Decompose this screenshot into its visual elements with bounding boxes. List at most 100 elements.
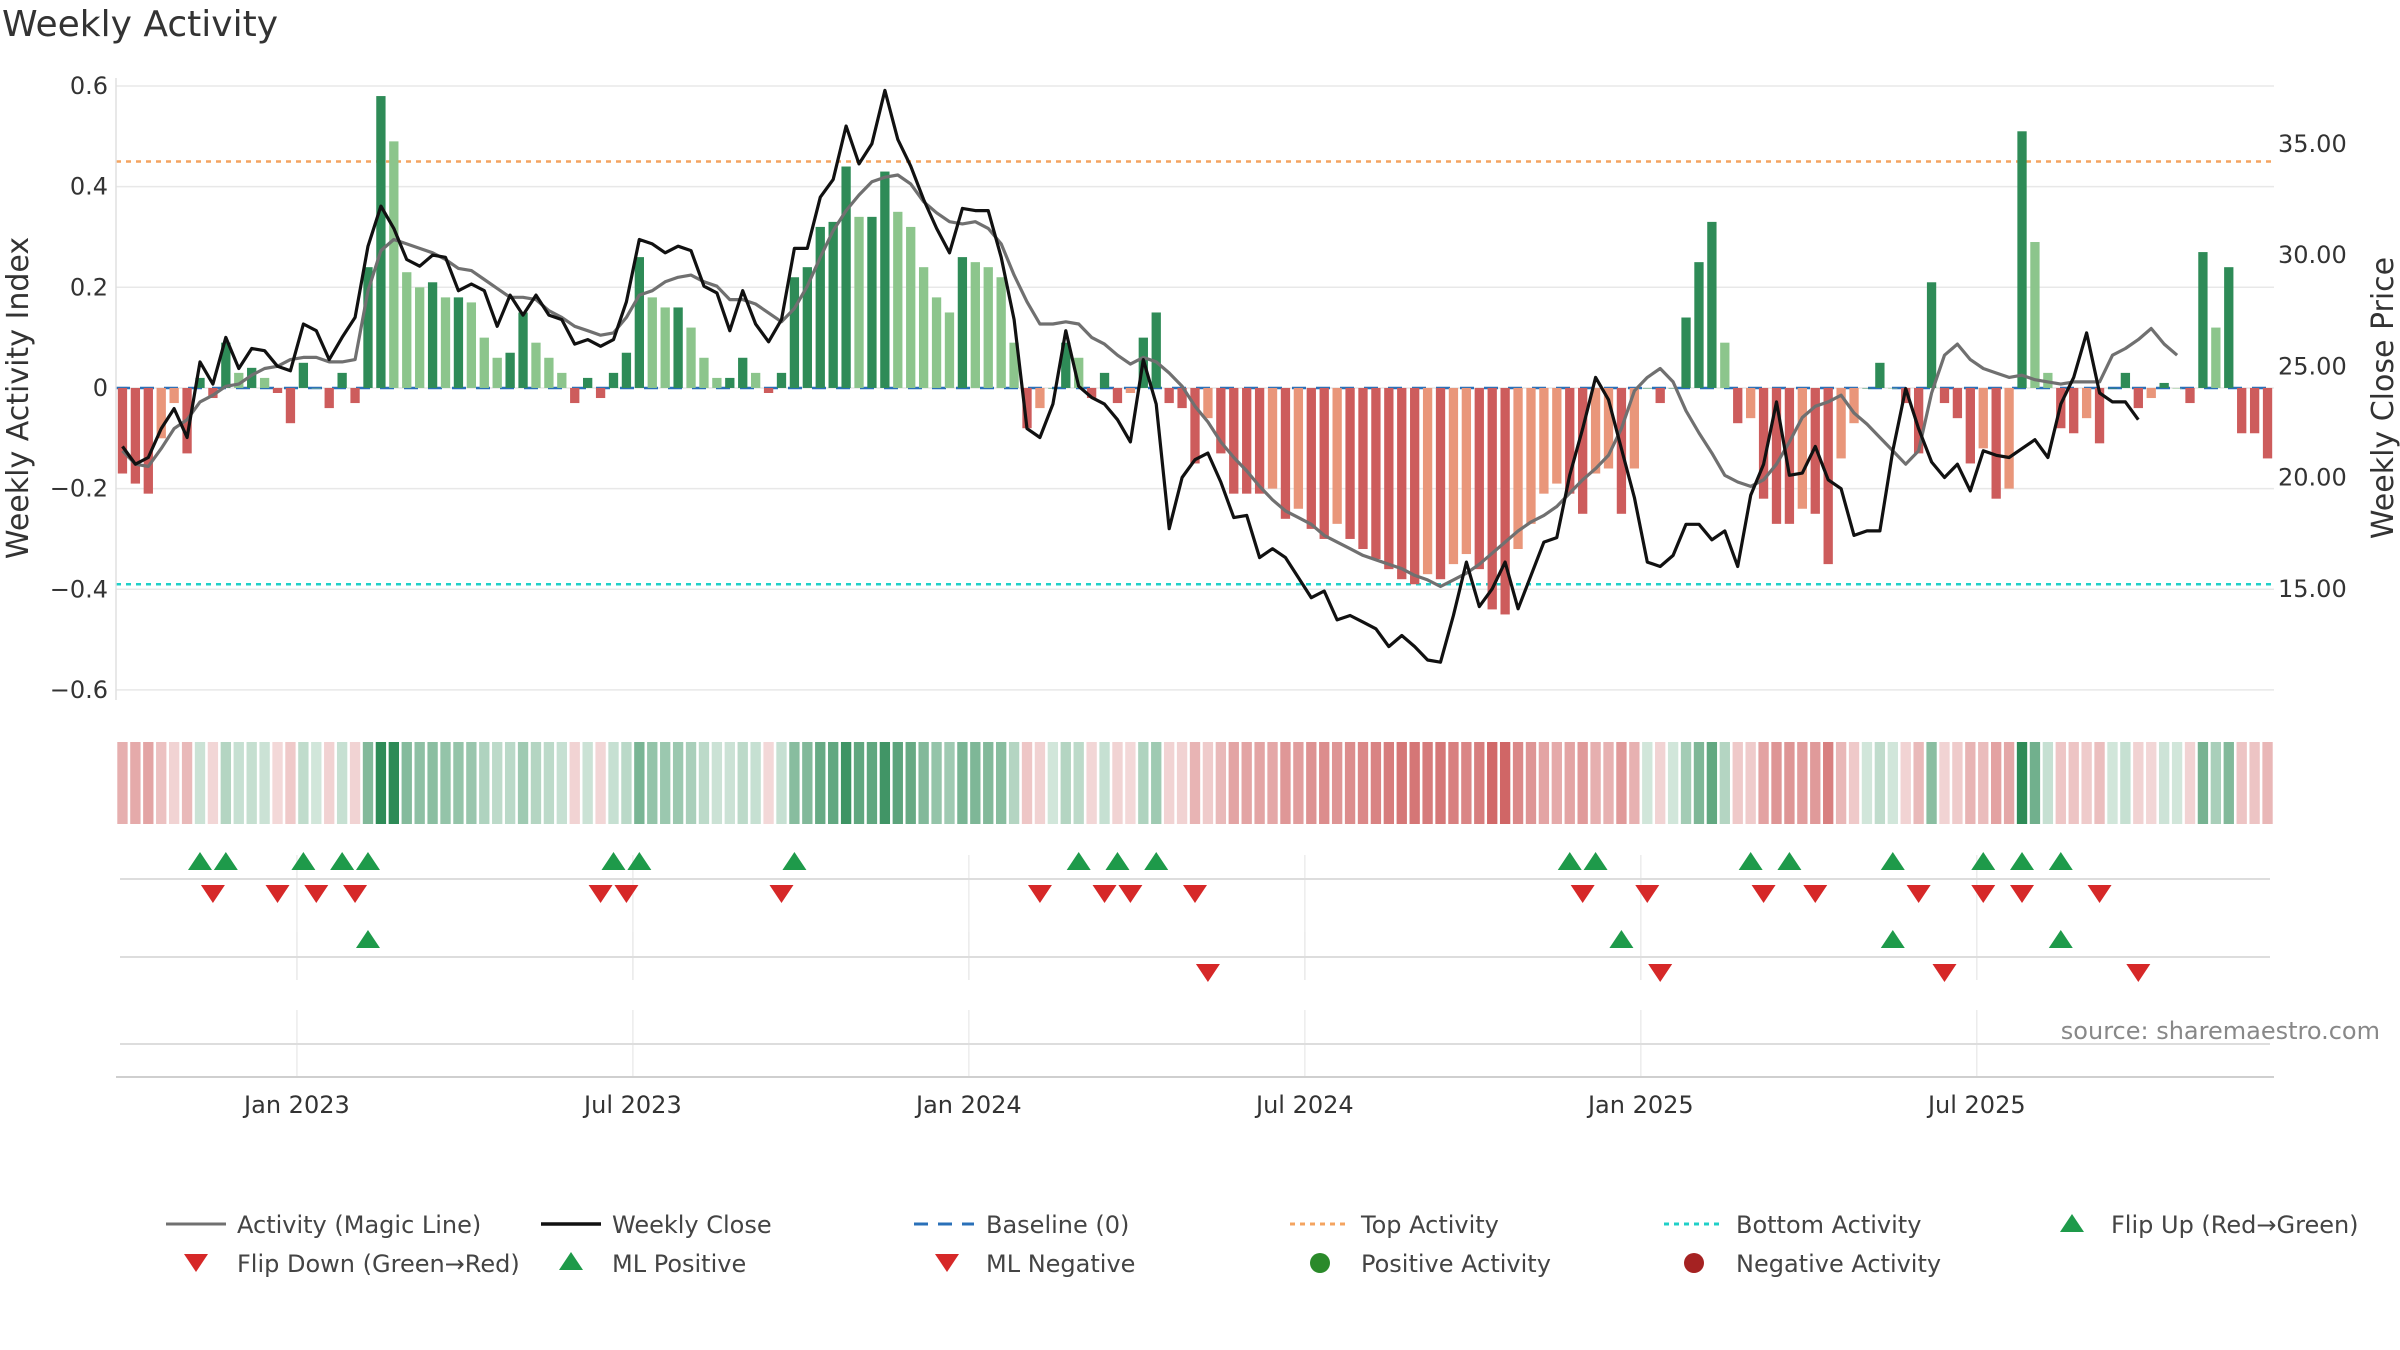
heat-cell: [1306, 742, 1317, 824]
heat-cell: [931, 742, 942, 824]
activity-bar: [1875, 362, 1885, 388]
heat-cell: [1409, 742, 1420, 824]
y-tick-label-left: −0.2: [50, 475, 108, 503]
heat-cell: [1835, 742, 1847, 824]
heat-cell: [1952, 742, 1963, 824]
heat-cell: [298, 742, 309, 824]
heat-cell: [2068, 742, 2079, 824]
y-tick-label-left: −0.4: [50, 575, 108, 603]
activity-bar: [1965, 387, 1975, 464]
activity-bar: [234, 372, 244, 388]
heat-cell: [1138, 742, 1149, 824]
heat-cell: [595, 742, 606, 824]
flip-down-marker: [1971, 885, 1996, 903]
heat-cell: [1461, 742, 1472, 824]
heat-cell: [1926, 742, 1937, 824]
heat-cell: [401, 742, 412, 824]
activity-bar: [880, 171, 890, 388]
heat-cell: [440, 742, 451, 824]
activity-bar: [492, 357, 502, 388]
heat-cell: [466, 742, 477, 824]
heat-cell: [2055, 742, 2066, 824]
heat-cell: [349, 742, 361, 824]
activity-bar: [1487, 387, 1497, 610]
heat-cell: [1603, 742, 1614, 824]
activity-bar: [1513, 387, 1523, 550]
heat-cell: [983, 742, 994, 824]
activity-bar: [634, 257, 644, 388]
heat-cell: [1202, 742, 1214, 824]
weekly-close-line: [121, 88, 2140, 664]
heat-cell: [207, 742, 219, 824]
activity-bar: [1590, 387, 1601, 474]
chart-title: Weekly Activity: [2, 4, 279, 45]
heat-cell: [530, 742, 542, 824]
flip-up-marker: [213, 852, 238, 870]
activity-bar: [841, 166, 851, 388]
heat-cell: [1680, 742, 1692, 824]
heat-cell: [815, 742, 826, 824]
heat-cell: [1512, 742, 1524, 824]
heat-cell: [117, 742, 128, 824]
activity-bar: [363, 267, 373, 388]
flip-up-marker: [1583, 852, 1608, 870]
activity-bar: [2224, 267, 2234, 388]
activity-bar: [1009, 342, 1019, 388]
y-tick-label-right: 15.00: [2278, 575, 2347, 603]
x-tick-label: Jan 2024: [914, 1091, 1022, 1119]
flip-up-marker: [1557, 852, 1582, 870]
ml-positive-marker: [1609, 930, 1634, 948]
activity-bar: [1216, 387, 1226, 454]
heat-cell: [2184, 742, 2196, 824]
ml-positive-marker: [1880, 930, 1905, 948]
activity-bar: [1190, 387, 1200, 464]
heat-cell: [194, 742, 206, 824]
heat-cell: [504, 742, 516, 824]
heat-cell: [1758, 742, 1769, 824]
legend-marker-ml-negative: [935, 1254, 959, 1272]
activity-bar: [1397, 387, 1407, 580]
heat-cell: [828, 742, 839, 824]
activity-bar: [1888, 387, 1898, 389]
heat-cell: [944, 742, 955, 824]
heat-cell: [995, 742, 1007, 824]
heat-cell: [362, 742, 374, 824]
heat-cell: [866, 742, 878, 824]
activity-bar: [906, 226, 916, 388]
signal-markers: [187, 852, 2151, 982]
heat-cell: [569, 742, 580, 824]
heat-cell: [2042, 742, 2054, 824]
x-tick-label: Jan 2025: [1586, 1091, 1694, 1119]
heat-cell: [1125, 742, 1136, 824]
y-tick-label-left: 0: [93, 374, 108, 402]
heat-cell: [1629, 742, 1640, 824]
ml-positive-marker: [355, 930, 380, 948]
flip-down-marker: [265, 885, 290, 903]
flip-down-marker: [304, 885, 329, 903]
heat-cell: [1745, 742, 1756, 824]
heat-cell: [1900, 742, 1911, 824]
heat-cell: [1383, 742, 1395, 824]
activity-bar: [285, 387, 296, 424]
activity-bar: [1242, 387, 1252, 494]
y-tick-label-left: 0.6: [70, 72, 108, 100]
activity-bar: [1694, 262, 1704, 388]
legend-baseline: Baseline (0): [986, 1211, 1129, 1239]
heat-cell: [143, 742, 154, 824]
activity-bar: [1435, 387, 1446, 580]
activity-bar: [1797, 387, 1807, 509]
heat-cell: [388, 742, 399, 824]
heat-cell: [375, 742, 387, 824]
activity-bar: [608, 372, 619, 388]
legend-top-activity: Top Activity: [1360, 1211, 1499, 1239]
heat-cell: [918, 742, 929, 824]
heat-cell: [453, 742, 464, 824]
activity-bar: [169, 387, 179, 404]
heat-cell: [1590, 742, 1601, 824]
activity-bar: [272, 387, 283, 393]
heat-cell: [1435, 742, 1446, 824]
activity-bar: [996, 277, 1006, 388]
heat-cell: [1706, 742, 1718, 824]
activity-bar: [1681, 317, 1691, 388]
heat-cell: [2236, 742, 2247, 824]
